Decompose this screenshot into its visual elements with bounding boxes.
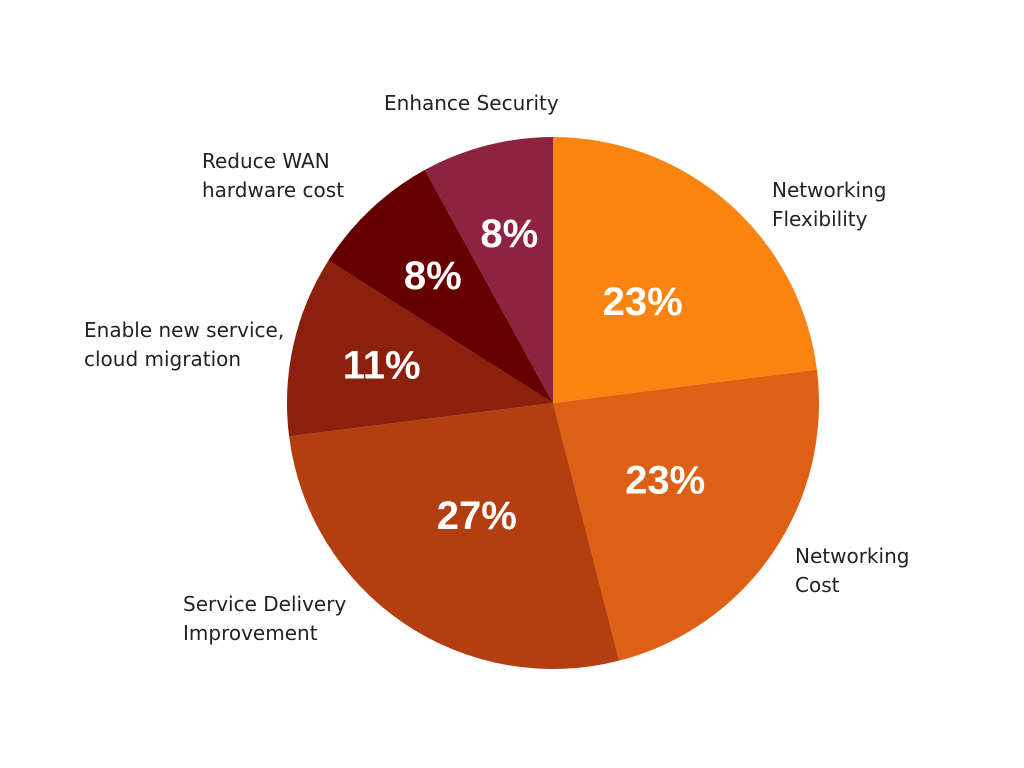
pie-slice — [289, 403, 620, 670]
slice-category-label-line: Reduce WAN — [202, 149, 330, 173]
slice-value-label: 23% — [603, 280, 683, 324]
slice-category-label-line: Cost — [795, 573, 840, 597]
slice-category-label-line: Enable new service, — [84, 318, 284, 342]
slice-category-label-line: Networking — [795, 544, 909, 568]
pie-slice — [553, 137, 817, 403]
slice-value-label: 27% — [437, 494, 517, 538]
slice-category-label: Enable new service, cloud migration — [84, 318, 284, 371]
pie-slices — [287, 137, 820, 670]
slice-value-label: 11% — [343, 344, 421, 388]
slice-category-label-line: Enhance Security — [384, 91, 559, 115]
slice-category-label-line: hardware cost — [202, 178, 344, 202]
slice-value-label: 8% — [404, 254, 462, 298]
slice-category-label-line: Improvement — [183, 621, 318, 645]
slice-category-label: Networking Cost — [795, 544, 909, 597]
slice-category-label-line: Flexibility — [772, 207, 868, 231]
slice-value-label: 8% — [480, 212, 538, 256]
pie-slice — [287, 260, 553, 437]
slice-category-label: Enhance Security — [384, 91, 559, 115]
pie-slice — [328, 169, 553, 403]
slice-category-label-line: Service Delivery — [183, 592, 346, 616]
slice-category-label-line: Networking — [772, 178, 886, 202]
slice-value-label: 23% — [625, 458, 705, 502]
slice-category-label-line: cloud migration — [84, 347, 241, 371]
slice-category-label: Reduce WAN hardware cost — [202, 149, 344, 202]
pie-slice — [553, 369, 820, 661]
slice-value-labels: 23% 23% 27% 11% 8% 8% — [343, 212, 705, 538]
slice-category-label: Service Delivery Improvement — [183, 592, 346, 645]
pie-slice — [424, 137, 553, 403]
slice-category-label: Networking Flexibility — [772, 178, 886, 231]
slice-category-labels: Networking Flexibility Networking Cost Servi… — [84, 91, 909, 645]
